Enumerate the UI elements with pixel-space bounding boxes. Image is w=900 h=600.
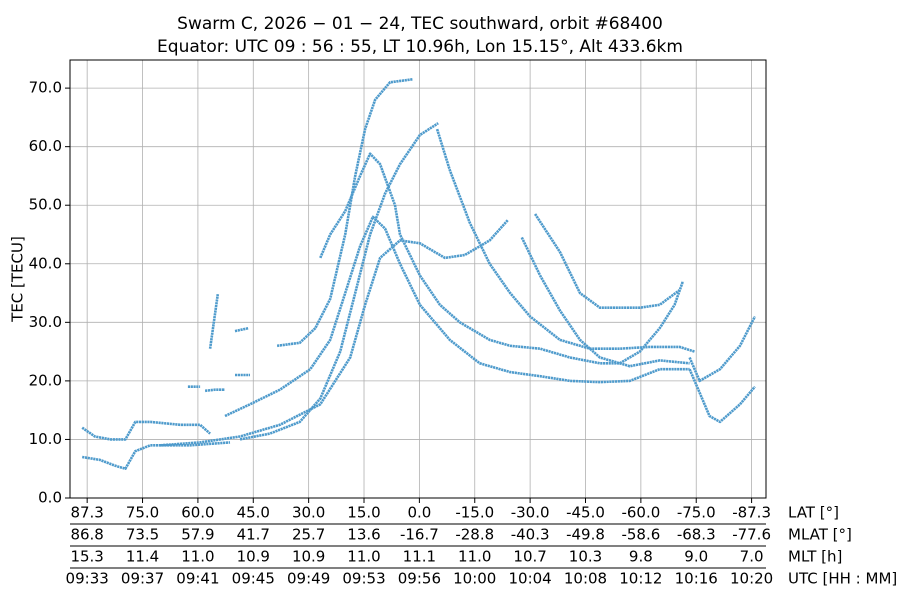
data-trace	[239, 122, 439, 441]
data-trace	[208, 294, 220, 349]
x-tick-label: 11.0	[458, 548, 491, 566]
x-tick-label: 09:41	[176, 570, 219, 588]
x-tick-label: 7.0	[740, 548, 764, 566]
x-tick-label: 11.1	[403, 548, 436, 566]
y-tick-label: 30.0	[29, 313, 62, 331]
x-tick-label: 60.0	[181, 504, 214, 522]
data-trace	[520, 236, 690, 368]
x-tick-label: 57.9	[181, 526, 214, 544]
x-tick-label: 41.7	[237, 526, 270, 544]
chart-subtitle: Equator: UTC 09 : 56 : 55, LT 10.96h, Lo…	[157, 37, 683, 57]
tick-row-name: MLT [h]	[788, 548, 842, 566]
x-tick-label: 87.3	[70, 504, 103, 522]
x-tick-label: -16.7	[400, 526, 439, 544]
x-tick-label: 30.0	[292, 504, 325, 522]
x-tick-label: 09:33	[66, 570, 109, 588]
x-tick-label: -15.0	[455, 504, 494, 522]
x-tick-label: 13.6	[347, 526, 380, 544]
x-tick-label: 10.9	[292, 548, 325, 566]
chart-title: Swarm C, 2026 − 01 − 24, TEC southward, …	[177, 14, 663, 34]
x-tick-label: 9.0	[684, 548, 708, 566]
data-trace	[204, 388, 225, 393]
x-tick-label: 10:04	[509, 570, 552, 588]
x-tick-label: 0.0	[407, 504, 431, 522]
x-tick-label: 15.3	[70, 548, 103, 566]
x-tick-label: 25.7	[292, 526, 325, 544]
x-tick-label: -28.8	[455, 526, 494, 544]
x-tick-label: 09:49	[287, 570, 330, 588]
x-tick-label: -77.6	[732, 526, 771, 544]
y-axis-label: TEC [TECU]	[9, 236, 27, 323]
x-tick-label: 15.0	[347, 504, 380, 522]
tick-row-name: LAT [°]	[788, 504, 839, 522]
x-tick-label: -45.0	[566, 504, 605, 522]
x-tick-label: 10:08	[564, 570, 607, 588]
x-tick-label: 86.8	[70, 526, 103, 544]
x-tick-label: -68.3	[677, 526, 716, 544]
x-tick-label: 11.0	[347, 548, 380, 566]
x-tick-label: 9.8	[629, 548, 653, 566]
x-tick-label: 10:00	[453, 570, 496, 588]
tick-row-name: MLAT [°]	[788, 526, 852, 544]
x-tick-label: 10.7	[513, 548, 546, 566]
y-tick-label: 0.0	[38, 489, 62, 507]
x-tick-label: 45.0	[237, 504, 270, 522]
x-tick-label: 11.4	[126, 548, 159, 566]
y-tick-label: 70.0	[29, 79, 62, 97]
data-trace	[276, 78, 413, 348]
data-trace	[160, 219, 509, 447]
x-tick-label: -49.8	[566, 526, 605, 544]
x-tick-label: 10.9	[237, 548, 270, 566]
data-trace	[688, 368, 756, 424]
x-tick-label: 09:37	[121, 570, 164, 588]
data-trace	[319, 152, 685, 365]
data-trace	[688, 315, 757, 383]
data-trace	[435, 128, 695, 353]
x-tick-label: 11.0	[181, 548, 214, 566]
y-tick-label: 40.0	[29, 254, 62, 272]
data-trace	[234, 326, 249, 333]
y-tick-label: 20.0	[29, 371, 62, 389]
data-trace	[534, 213, 681, 310]
x-tick-label: 10.3	[569, 548, 602, 566]
tick-row-name: UTC [HH : MM]	[788, 570, 897, 588]
data-trace	[81, 441, 231, 471]
x-tick-label: 73.5	[126, 526, 159, 544]
data-trace	[224, 215, 690, 418]
y-tick-label: 10.0	[29, 430, 62, 448]
x-tick-label: -30.0	[511, 504, 550, 522]
x-tick-label: 10:20	[730, 570, 773, 588]
y-tick-label: 60.0	[29, 137, 62, 155]
x-tick-label: 09:56	[398, 570, 441, 588]
x-tick-label: -58.6	[621, 526, 660, 544]
y-tick-label: 50.0	[29, 196, 62, 214]
x-tick-label: 10:16	[675, 570, 718, 588]
x-tick-label: 75.0	[126, 504, 159, 522]
x-tick-label: 09:45	[232, 570, 275, 588]
plot-frame	[69, 59, 767, 499]
x-tick-label: 09:53	[342, 570, 385, 588]
x-tick-label: -60.0	[621, 504, 660, 522]
x-tick-label: 10:12	[619, 570, 662, 588]
data-trace	[81, 420, 211, 441]
x-tick-label: -87.3	[732, 504, 771, 522]
x-tick-label: -40.3	[511, 526, 550, 544]
x-tick-label: -75.0	[677, 504, 716, 522]
